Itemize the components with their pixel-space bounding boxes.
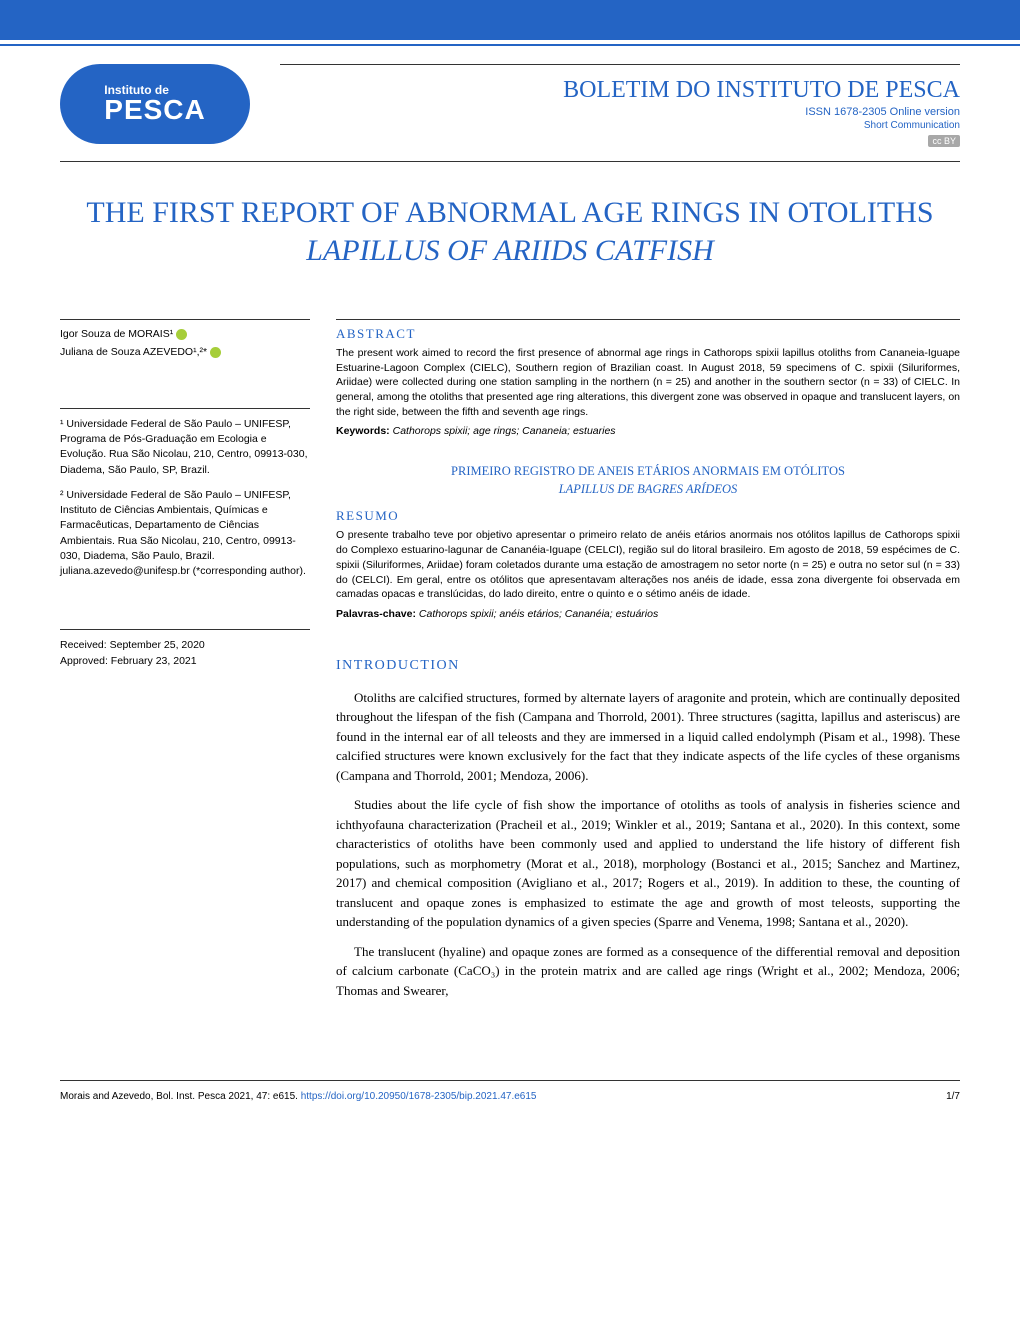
portuguese-title: PRIMEIRO REGISTRO DE ANEIS ETÁRIOS ANORM…	[336, 463, 960, 498]
left-column: Igor Souza de MORAIS¹ Juliana de Souza A…	[60, 319, 310, 1010]
logo-big-text: PESCA	[104, 94, 205, 125]
right-column: ABSTRACT The present work aimed to recor…	[336, 319, 960, 1010]
title-line1: THE FIRST REPORT OF ABNORMAL AGE RINGS I…	[86, 196, 933, 229]
authors-block: Igor Souza de MORAIS¹ Juliana de Souza A…	[60, 319, 310, 358]
page-number: 1/7	[946, 1091, 960, 1102]
top-bar	[0, 0, 1020, 40]
palavras-label: Palavras-chave:	[336, 608, 416, 620]
header-right: BOLETIM DO INSTITUTO DE PESCA ISSN 1678-…	[280, 64, 960, 149]
introduction-body: Otoliths are calcified structures, forme…	[336, 688, 960, 1001]
header-divider	[60, 161, 960, 162]
author-1: Igor Souza de MORAIS¹	[60, 328, 310, 340]
pt-title-line1: PRIMEIRO REGISTRO DE ANEIS ETÁRIOS ANORM…	[451, 464, 845, 478]
footer: Morais and Azevedo, Bol. Inst. Pesca 202…	[60, 1080, 960, 1122]
resumo-heading: RESUMO	[336, 508, 960, 524]
article-title: THE FIRST REPORT OF ABNORMAL AGE RINGS I…	[60, 194, 960, 269]
keywords-line: Keywords: Cathorops spixii; age rings; C…	[336, 425, 960, 437]
issn-line: ISSN 1678-2305 Online version	[280, 106, 960, 118]
abstract-heading: ABSTRACT	[336, 319, 960, 342]
header-section: Instituto de PESCA BOLETIM DO INSTITUTO …	[0, 46, 1020, 149]
palavras-line: Palavras-chave: Cathorops spixii; anéis …	[336, 608, 960, 620]
pt-title-line2: LAPILLUS DE BAGRES ARÍDEOS	[559, 482, 738, 496]
affiliation-2: ² Universidade Federal de São Paulo – UN…	[60, 488, 310, 579]
intro-para-2: Studies about the life cycle of fish sho…	[336, 795, 960, 932]
abstract-text: The present work aimed to record the fir…	[336, 346, 960, 419]
resumo-text: O presente trabalho teve por objetivo ap…	[336, 528, 960, 601]
keywords-text: Cathorops spixii; age rings; Cananeia; e…	[390, 425, 616, 437]
approved-date: Approved: February 23, 2021	[60, 654, 310, 670]
intro-para-3: The translucent (hyaline) and opaque zon…	[336, 942, 960, 1001]
affiliations-block: ¹ Universidade Federal de São Paulo – UN…	[60, 408, 310, 579]
journal-title: BOLETIM DO INSTITUTO DE PESCA	[280, 64, 960, 104]
doi-link[interactable]: https://doi.org/10.20950/1678-2305/bip.2…	[301, 1091, 537, 1102]
intro-para-1: Otoliths are calcified structures, forme…	[336, 688, 960, 786]
title-line2-italic: LAPILLUS OF ARIIDS CATFISH	[306, 234, 714, 267]
orcid-icon	[210, 347, 221, 358]
affiliation-1: ¹ Universidade Federal de São Paulo – UN…	[60, 417, 310, 478]
dates-block: Received: September 25, 2020 Approved: F…	[60, 629, 310, 670]
journal-logo: Instituto de PESCA	[60, 64, 250, 144]
keywords-label: Keywords:	[336, 425, 390, 437]
orcid-icon	[176, 329, 187, 340]
content-area: Igor Souza de MORAIS¹ Juliana de Souza A…	[0, 279, 1020, 1030]
footer-citation: Morais and Azevedo, Bol. Inst. Pesca 202…	[60, 1091, 536, 1102]
communication-type: Short Communication	[280, 120, 960, 131]
palavras-text: Cathorops spixii; anéis etários; Cananéi…	[416, 608, 658, 620]
cc-badge: cc BY	[928, 135, 960, 147]
author-2: Juliana de Souza AZEVEDO¹,²*	[60, 346, 310, 358]
introduction-heading: INTRODUCTION	[336, 658, 960, 674]
received-date: Received: September 25, 2020	[60, 638, 310, 654]
